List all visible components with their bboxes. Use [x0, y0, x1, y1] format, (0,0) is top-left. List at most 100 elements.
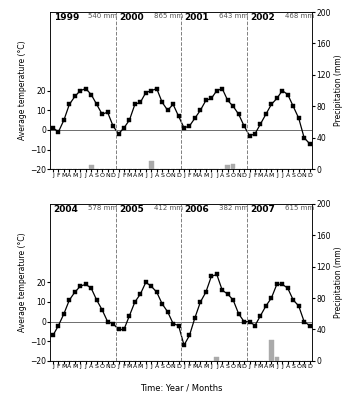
Bar	[56, 169, 61, 191]
Bar	[127, 169, 132, 197]
Bar	[171, 169, 176, 190]
Bar	[209, 169, 214, 198]
Text: 2005: 2005	[119, 205, 144, 214]
Bar	[269, 169, 274, 203]
Bar	[242, 361, 246, 395]
Bar	[62, 169, 66, 183]
Bar	[94, 169, 99, 195]
Bar	[204, 169, 208, 189]
Bar	[67, 169, 72, 171]
Bar	[67, 361, 72, 383]
Bar	[144, 361, 148, 377]
Bar	[154, 169, 159, 174]
Bar	[275, 169, 279, 197]
Bar	[78, 361, 83, 373]
Text: 540 mm: 540 mm	[88, 13, 117, 19]
Bar	[258, 361, 263, 382]
Bar	[83, 169, 88, 185]
Bar	[132, 169, 137, 185]
Bar	[214, 169, 219, 204]
Bar	[138, 361, 143, 363]
Bar	[171, 361, 176, 392]
Text: 865 mm: 865 mm	[154, 13, 183, 19]
Bar	[160, 361, 164, 392]
Bar	[225, 361, 230, 394]
Bar	[94, 361, 99, 384]
Bar	[204, 361, 208, 391]
Bar	[116, 169, 121, 196]
Bar	[198, 169, 203, 196]
Bar	[193, 169, 197, 183]
Bar	[285, 361, 290, 380]
Bar	[89, 361, 94, 383]
Bar	[176, 169, 181, 203]
Text: 2004: 2004	[53, 205, 78, 214]
Bar	[220, 169, 225, 178]
Bar	[193, 361, 197, 391]
Bar	[111, 169, 115, 200]
Text: 468 mm: 468 mm	[285, 13, 314, 19]
Bar	[269, 340, 274, 361]
Bar	[105, 169, 110, 201]
Bar	[236, 361, 241, 382]
Bar	[62, 361, 66, 383]
Y-axis label: Precipitation (mm): Precipitation (mm)	[334, 55, 343, 126]
Bar	[176, 361, 181, 394]
Bar	[291, 169, 295, 179]
Bar	[209, 361, 214, 385]
Bar	[247, 361, 252, 385]
Bar	[111, 361, 115, 395]
Bar	[297, 169, 301, 185]
Bar	[100, 361, 104, 394]
Y-axis label: Average temperature (°C): Average temperature (°C)	[18, 233, 27, 332]
Bar	[302, 169, 307, 185]
Bar	[73, 169, 77, 188]
Bar	[291, 361, 295, 392]
Bar	[307, 169, 312, 186]
Bar	[231, 164, 236, 169]
Bar	[198, 361, 203, 394]
Bar	[258, 169, 263, 196]
Bar	[280, 361, 285, 382]
Bar	[247, 169, 252, 182]
Bar	[275, 357, 279, 361]
Text: 2000: 2000	[119, 13, 144, 22]
Bar	[149, 161, 154, 169]
Bar	[122, 361, 126, 391]
Bar	[51, 361, 55, 377]
Bar	[51, 169, 55, 195]
Text: 615 mm: 615 mm	[285, 205, 314, 211]
Bar	[149, 361, 154, 375]
Text: 2006: 2006	[185, 205, 209, 214]
Bar	[160, 169, 164, 189]
Text: 2007: 2007	[250, 205, 275, 214]
Bar	[253, 169, 257, 194]
Bar	[236, 169, 241, 198]
Bar	[242, 169, 246, 202]
Text: 382 mm: 382 mm	[219, 205, 248, 211]
Text: 412 mm: 412 mm	[154, 205, 183, 211]
Y-axis label: Average temperature (°C): Average temperature (°C)	[18, 41, 27, 140]
Bar	[253, 361, 257, 394]
Bar	[264, 361, 268, 371]
Text: 2001: 2001	[185, 13, 209, 22]
Bar	[214, 357, 219, 361]
Bar	[280, 169, 285, 204]
Bar	[302, 361, 307, 394]
Bar	[297, 361, 301, 389]
Bar	[225, 165, 230, 169]
Text: 578 mm: 578 mm	[88, 205, 117, 211]
Bar	[116, 361, 121, 394]
Bar	[73, 361, 77, 372]
Bar	[89, 165, 94, 169]
Text: 643 mm: 643 mm	[219, 13, 248, 19]
Bar	[165, 361, 170, 371]
Bar	[144, 169, 148, 186]
Bar	[78, 169, 83, 190]
Bar	[100, 169, 104, 194]
Bar	[165, 169, 170, 185]
Y-axis label: Precipitation (mm): Precipitation (mm)	[334, 247, 343, 318]
Bar	[182, 169, 186, 190]
Bar	[138, 169, 143, 198]
Bar	[187, 169, 192, 190]
